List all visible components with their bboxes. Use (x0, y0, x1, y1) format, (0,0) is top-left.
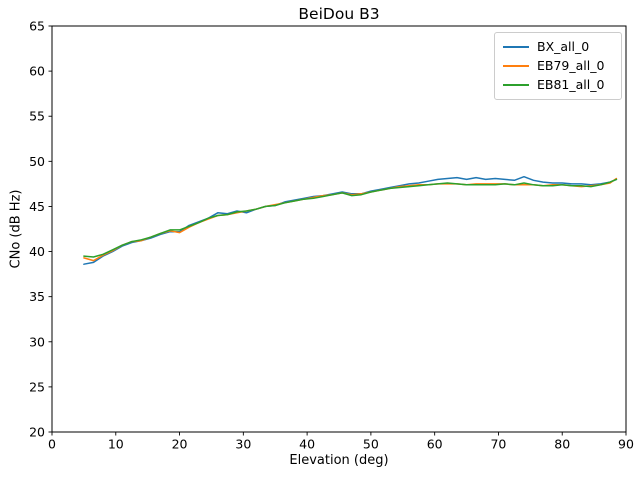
x-tick-label: 90 (618, 437, 634, 452)
legend-entry: EB79_all_0 (503, 57, 613, 73)
y-tick-label: 50 (29, 154, 45, 169)
x-tick-label: 0 (48, 437, 56, 452)
series-line-BX_all_0 (83, 175, 618, 265)
x-tick-label: 50 (363, 437, 379, 452)
legend-label: EB81_all_0 (537, 77, 605, 93)
x-tick-label: 60 (427, 437, 443, 452)
x-tick-label: 10 (108, 437, 124, 452)
y-tick-label: 40 (29, 244, 45, 259)
y-axis-label: CNo (dB Hz) (8, 189, 24, 269)
series-line-EB79_all_0 (83, 177, 618, 262)
legend: BX_all_0 EB79_all_0 EB81_all_0 (494, 32, 622, 100)
x-tick-label: 70 (490, 437, 506, 452)
x-tick-label: 20 (172, 437, 188, 452)
series-line-EB81_all_0 (83, 178, 618, 258)
legend-line-sample (503, 64, 529, 67)
x-axis-label: Elevation (deg) (289, 453, 389, 468)
y-tick-label: 30 (29, 334, 45, 349)
legend-entry: BX_all_0 (503, 38, 613, 54)
y-tick-label: 65 (29, 19, 45, 34)
x-tick-label: 80 (554, 437, 570, 452)
legend-line-sample (503, 84, 529, 87)
y-tick-label: 55 (29, 109, 45, 124)
y-tick-label: 35 (29, 289, 45, 304)
legend-line-sample (503, 45, 529, 48)
y-tick-label: 25 (29, 379, 45, 394)
legend-label: BX_all_0 (537, 38, 590, 54)
axes-spines (51, 25, 627, 433)
y-tick-label: 20 (29, 425, 45, 440)
chart-title: BeiDou B3 (298, 5, 380, 23)
legend-label: EB79_all_0 (537, 57, 605, 73)
y-tick-label: 45 (29, 199, 45, 214)
legend-entry: EB81_all_0 (503, 78, 613, 92)
x-tick-label: 30 (235, 437, 251, 452)
y-tick-label: 60 (29, 64, 45, 79)
x-tick-label: 40 (299, 437, 315, 452)
